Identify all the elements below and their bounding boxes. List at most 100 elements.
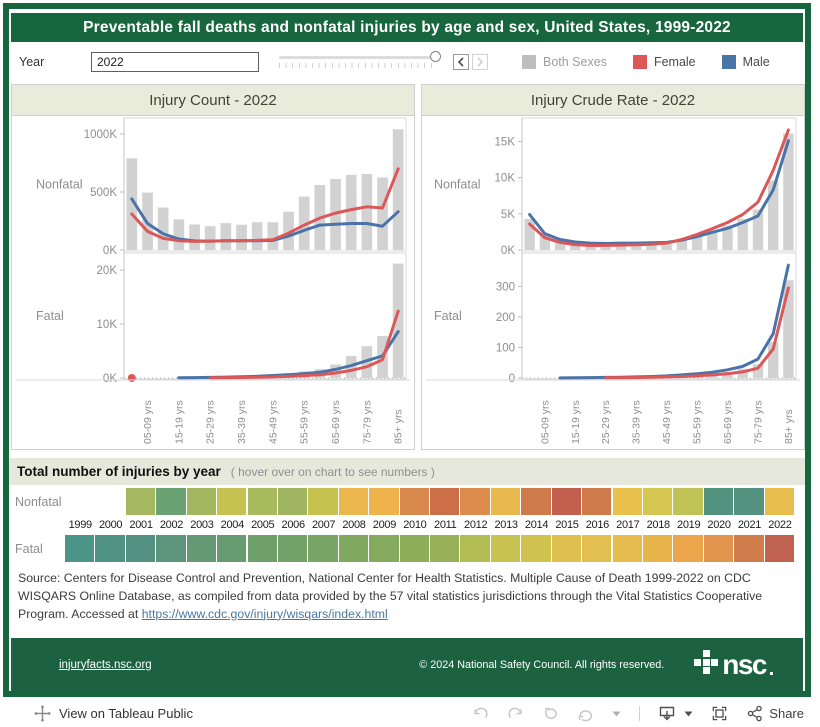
heatmap-fatal-cell-2014[interactable] (521, 535, 551, 562)
nsc-logo: nsc (694, 650, 773, 679)
heatmap-nonfatal-cell-2004[interactable] (217, 488, 247, 515)
year-slider-handle[interactable] (430, 51, 441, 62)
year-label-2018: 2018 (646, 519, 671, 531)
svg-text:0: 0 (509, 373, 515, 385)
undo-icon[interactable] (472, 706, 489, 722)
heatmap-fatal-cell-2005[interactable] (247, 535, 277, 562)
injury-count-title: Injury Count - 2022 (12, 85, 414, 116)
heatmap-nonfatal-cell-2001[interactable] (125, 488, 156, 515)
heatmap-nonfatal-cell-2010[interactable] (399, 488, 429, 515)
heatmap-nonfatal-cell-2006[interactable] (277, 488, 308, 515)
heatmap-fatal-cell-2012[interactable] (460, 535, 490, 562)
year-slider-ticks (279, 63, 437, 68)
injury-count-chart[interactable]: Nonfatal 0K 500K 1000K Fatal 0K 10K 20K 05-09 yr… (12, 116, 414, 448)
copyright-text: © 2024 National Safety Council. All righ… (419, 658, 665, 671)
heatmap-fatal-cell-2001[interactable] (125, 535, 156, 562)
share-button[interactable]: Share (769, 706, 804, 721)
download-dropdown-caret[interactable] (684, 711, 693, 717)
year-prev-button[interactable] (453, 54, 469, 70)
redo-icon[interactable] (507, 706, 524, 722)
heatmap-fatal-cell-2004[interactable] (217, 535, 247, 562)
heatmap-fatal-cell-2009[interactable] (369, 535, 399, 562)
year-label-2013: 2013 (494, 519, 518, 531)
legend-item-both-sexes[interactable]: Both Sexes (522, 55, 607, 69)
view-on-tableau-link[interactable]: View on Tableau Public (59, 706, 193, 721)
heatmap-nonfatal-cell-2003[interactable] (186, 488, 217, 515)
fullscreen-icon[interactable] (711, 705, 728, 722)
injuryfacts-link[interactable]: injuryfacts.nsc.org (59, 658, 152, 671)
heatmap-nonfatal-cell-2008[interactable] (338, 488, 369, 515)
heatmap-nonfatal-cell-2017[interactable] (612, 488, 642, 515)
heatmap-fatal-cell-2007[interactable] (308, 535, 338, 562)
svg-text:Nonfatal: Nonfatal (36, 178, 83, 192)
heatmap-fatal-cell-2015[interactable] (551, 535, 582, 562)
source-note: Source: Centers for Disease Control and … (18, 570, 796, 623)
year-label-2001: 2001 (129, 519, 153, 531)
svg-text:Fatal: Fatal (36, 309, 64, 323)
heatmap-nonfatal-cell-2009[interactable] (369, 488, 399, 515)
heatmap-fatal-cell-2008[interactable] (338, 535, 369, 562)
heatmap-nonfatal-cell-2002[interactable] (156, 488, 186, 515)
svg-text:75-79 yrs: 75-79 yrs (752, 400, 764, 444)
legend-item-female[interactable]: Female (632, 55, 696, 69)
heatmap-fatal-cell-2010[interactable] (399, 535, 429, 562)
svg-text:1000K: 1000K (84, 129, 118, 141)
svg-text:20K: 20K (97, 265, 118, 277)
refresh-icon[interactable] (577, 706, 594, 722)
year-slider[interactable] (279, 51, 441, 68)
heatmap-fatal-cell-2022[interactable] (764, 535, 794, 562)
heatmap-fatal-cell-2016[interactable] (582, 535, 612, 562)
sex-legend: Both Sexes Female Male (522, 55, 770, 69)
source-text: Source: Centers for Disease Control and … (18, 571, 763, 621)
download-icon[interactable] (658, 705, 676, 722)
heatmap-nonfatal-cell-2021[interactable] (734, 488, 764, 515)
share-icon[interactable] (746, 705, 763, 722)
heatmap-nonfatal-cell-2007[interactable] (308, 488, 338, 515)
tableau-logo-icon[interactable] (34, 705, 51, 722)
heatmap-fatal-cell-2013[interactable] (490, 535, 521, 562)
heatmap-fatal-cell-2011[interactable] (430, 535, 460, 562)
year-next-button[interactable] (472, 54, 488, 70)
heatmap-fatal-cell-2019[interactable] (673, 535, 703, 562)
year-label-2004: 2004 (220, 519, 245, 531)
svg-text:0K: 0K (103, 373, 117, 385)
year-label-1999: 1999 (68, 519, 93, 531)
heatmap-fatal-cell-2021[interactable] (734, 535, 764, 562)
heatmap-nonfatal-cell-2019[interactable] (673, 488, 703, 515)
heatmap-nonfatal-cell-2020[interactable] (703, 488, 734, 515)
legend-label: Both Sexes (543, 55, 607, 69)
heatmap-nonfatal-cell-2014[interactable] (521, 488, 551, 515)
legend-item-male[interactable]: Male (721, 55, 770, 69)
heatmap-fatal-cell-2002[interactable] (156, 535, 186, 562)
source-link[interactable]: https://www.cdc.gov/injury/wisqars/index… (141, 606, 388, 621)
heatmap-fatal-cell-2017[interactable] (612, 535, 642, 562)
injury-crude-rate-panel: Injury Crude Rate - 2022 Nonfatal 0K 5K 10K… (421, 84, 805, 450)
heatmap-nonfatal-cell-2018[interactable] (642, 488, 673, 515)
toolbar-separator (639, 706, 641, 721)
heatmap-nonfatal-cell-2016[interactable] (582, 488, 612, 515)
year-label-2014: 2014 (524, 519, 549, 531)
heatmap-nonfatal-cell-2022[interactable] (764, 488, 794, 515)
year-slider-track[interactable] (279, 51, 441, 62)
svg-text:05-09 yrs: 05-09 yrs (142, 400, 154, 444)
svg-text:55-59 yrs: 55-59 yrs (299, 400, 311, 444)
heatmap-fatal-cell-2020[interactable] (703, 535, 734, 562)
heatmap-nonfatal-cell-2015[interactable] (551, 488, 582, 515)
heatmap-nonfatal-cell-2005[interactable] (247, 488, 277, 515)
year-input[interactable] (91, 52, 259, 72)
heatmap-nonfatal-cell-2011[interactable] (430, 488, 460, 515)
heatmap-fatal-cell-2003[interactable] (186, 535, 217, 562)
svg-text:15-19 yrs: 15-19 yrs (173, 400, 185, 444)
heatmap-fatal-cell-2006[interactable] (277, 535, 308, 562)
revert-icon[interactable] (542, 706, 559, 722)
heatmap-nonfatal-cell-2013[interactable] (490, 488, 521, 515)
heatmap-nonfatal-cell-2012[interactable] (460, 488, 490, 515)
heatmap-fatal-cell-2000[interactable] (95, 535, 125, 562)
heatmap-fatal-cell-2018[interactable] (642, 535, 673, 562)
injury-crude-rate-chart[interactable]: Nonfatal 0K 5K 10K 15K Fatal 0 100 200 300 05-09 y… (422, 116, 804, 448)
refresh-dropdown-caret[interactable] (612, 711, 621, 717)
heatmap-nonfatal-label: Nonfatal (15, 494, 62, 509)
svg-text:85+ yrs: 85+ yrs (393, 409, 405, 444)
svg-text:25-29 yrs: 25-29 yrs (205, 400, 217, 444)
heatmap-fatal-cell-1999[interactable] (65, 535, 95, 562)
